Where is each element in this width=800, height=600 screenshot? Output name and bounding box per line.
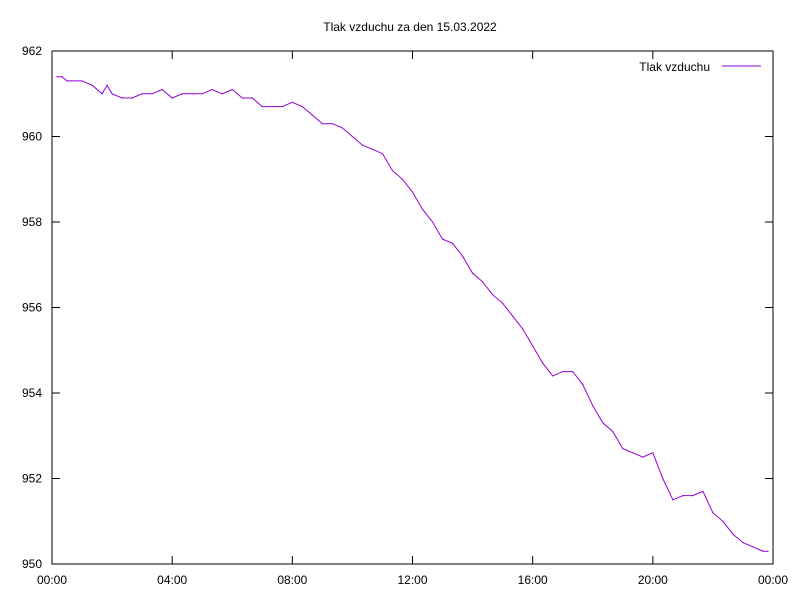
x-tick-label: 00:00 [37, 573, 67, 587]
data-point [161, 88, 163, 91]
x-tick-label: 20:00 [638, 573, 668, 587]
data-point [582, 383, 584, 386]
data-point [662, 477, 664, 480]
data-point [471, 272, 474, 274]
data-point [71, 80, 73, 82]
data-point [502, 302, 504, 304]
data-point [411, 191, 414, 193]
data-point [381, 153, 384, 155]
data-point [181, 93, 183, 95]
x-axis: 00:00 04:00 08:00 12:00 16:00 20:00 00:00 [37, 51, 788, 587]
data-point [291, 101, 293, 103]
data-point [221, 93, 223, 95]
data-point [481, 281, 484, 283]
data-point [532, 345, 534, 347]
plot-frame [51, 50, 774, 565]
legend: Tlak vzduchu [639, 60, 761, 74]
y-tick-label: 962 [22, 44, 42, 58]
y-tick-label: 952 [22, 472, 42, 486]
data-point [241, 97, 243, 99]
data-point [742, 542, 744, 544]
data-point [461, 255, 464, 257]
x-tick-label: 16:00 [518, 573, 548, 587]
data-point [722, 520, 724, 522]
data-point [602, 422, 604, 424]
data-point [642, 456, 644, 458]
data-point [712, 512, 714, 514]
data-point [767, 550, 769, 552]
data-point [171, 97, 173, 99]
data-point [512, 315, 514, 317]
y-tick-label: 958 [22, 215, 42, 229]
data-point [271, 105, 273, 108]
legend-label: Tlak vzduchu [639, 60, 710, 74]
y-tick-label: 956 [22, 301, 42, 315]
data-point [562, 371, 564, 373]
data-point [331, 123, 333, 125]
data-point [522, 328, 524, 330]
data-point [361, 144, 364, 146]
data-point [682, 495, 684, 497]
data-point [131, 97, 133, 99]
data-point [431, 221, 434, 223]
data-point [121, 97, 123, 99]
data-point [61, 76, 63, 78]
data-point [612, 430, 614, 433]
data-point [732, 533, 734, 535]
data-point [592, 405, 594, 407]
chart-title: Tlak vzduchu za den 15.03.2022 [323, 20, 497, 34]
series-line [57, 76, 768, 552]
series-group [56, 76, 769, 552]
data-point [351, 135, 354, 138]
data-point [371, 148, 374, 150]
data-point [622, 447, 624, 450]
data-point [301, 105, 303, 108]
data-point [552, 375, 554, 377]
x-tick-label: 00:00 [758, 573, 788, 587]
y-axis: 950 952 954 956 958 960 962 [22, 44, 773, 571]
data-point [211, 88, 213, 91]
x-tick-label: 12:00 [397, 573, 427, 587]
data-point [391, 170, 394, 172]
data-point [672, 499, 674, 501]
data-point [321, 123, 323, 125]
data-point [81, 80, 83, 82]
y-tick-label: 954 [22, 386, 42, 400]
data-point [56, 76, 58, 78]
data-point [261, 105, 263, 108]
data-point [341, 127, 344, 129]
data-point [191, 93, 193, 95]
data-point [441, 238, 444, 240]
x-tick-label: 04:00 [157, 573, 187, 587]
data-point [66, 80, 68, 82]
data-point [572, 371, 574, 373]
data-point [542, 362, 544, 364]
data-point [762, 550, 764, 552]
data-point [251, 97, 253, 99]
data-point [281, 105, 283, 108]
data-point [111, 93, 113, 95]
data-point [141, 93, 143, 95]
data-point [451, 242, 454, 244]
data-point [151, 93, 153, 95]
data-point [201, 93, 203, 95]
data-point [401, 178, 404, 180]
y-tick-label: 950 [22, 557, 42, 571]
data-point [492, 294, 494, 296]
data-point [91, 84, 93, 86]
data-point [231, 88, 233, 91]
data-point [101, 93, 103, 95]
data-point [652, 452, 654, 454]
data-point [421, 208, 424, 210]
data-point [311, 114, 313, 116]
data-point [106, 84, 108, 86]
y-tick-label: 960 [22, 130, 42, 144]
x-tick-label: 08:00 [277, 573, 307, 587]
data-point [702, 490, 704, 492]
data-point [692, 495, 694, 497]
data-point [752, 546, 754, 548]
data-point [632, 452, 634, 454]
